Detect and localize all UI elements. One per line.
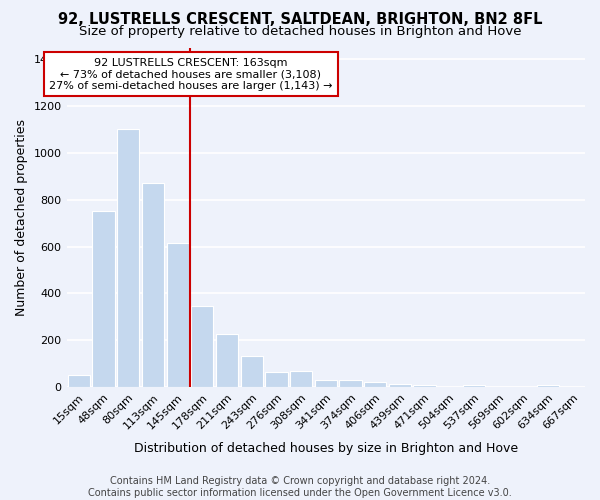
Bar xyxy=(265,372,287,387)
Bar xyxy=(142,184,164,387)
Bar xyxy=(463,385,485,387)
Bar xyxy=(413,385,436,387)
Bar xyxy=(314,380,337,387)
Bar xyxy=(68,376,90,387)
Bar xyxy=(389,384,411,387)
Bar xyxy=(92,212,115,387)
Bar xyxy=(290,370,312,387)
Bar xyxy=(167,243,189,387)
Text: Size of property relative to detached houses in Brighton and Hove: Size of property relative to detached ho… xyxy=(79,25,521,38)
Bar xyxy=(216,334,238,387)
Bar xyxy=(340,380,362,387)
Y-axis label: Number of detached properties: Number of detached properties xyxy=(15,119,28,316)
X-axis label: Distribution of detached houses by size in Brighton and Hove: Distribution of detached houses by size … xyxy=(134,442,518,455)
Bar xyxy=(364,382,386,387)
Text: 92, LUSTRELLS CRESCENT, SALTDEAN, BRIGHTON, BN2 8FL: 92, LUSTRELLS CRESCENT, SALTDEAN, BRIGHT… xyxy=(58,12,542,28)
Text: Contains HM Land Registry data © Crown copyright and database right 2024.
Contai: Contains HM Land Registry data © Crown c… xyxy=(88,476,512,498)
Bar xyxy=(241,356,263,387)
Bar xyxy=(537,385,559,387)
Bar xyxy=(117,130,139,387)
Bar xyxy=(191,306,214,387)
Text: 92 LUSTRELLS CRESCENT: 163sqm
← 73% of detached houses are smaller (3,108)
27% o: 92 LUSTRELLS CRESCENT: 163sqm ← 73% of d… xyxy=(49,58,333,91)
